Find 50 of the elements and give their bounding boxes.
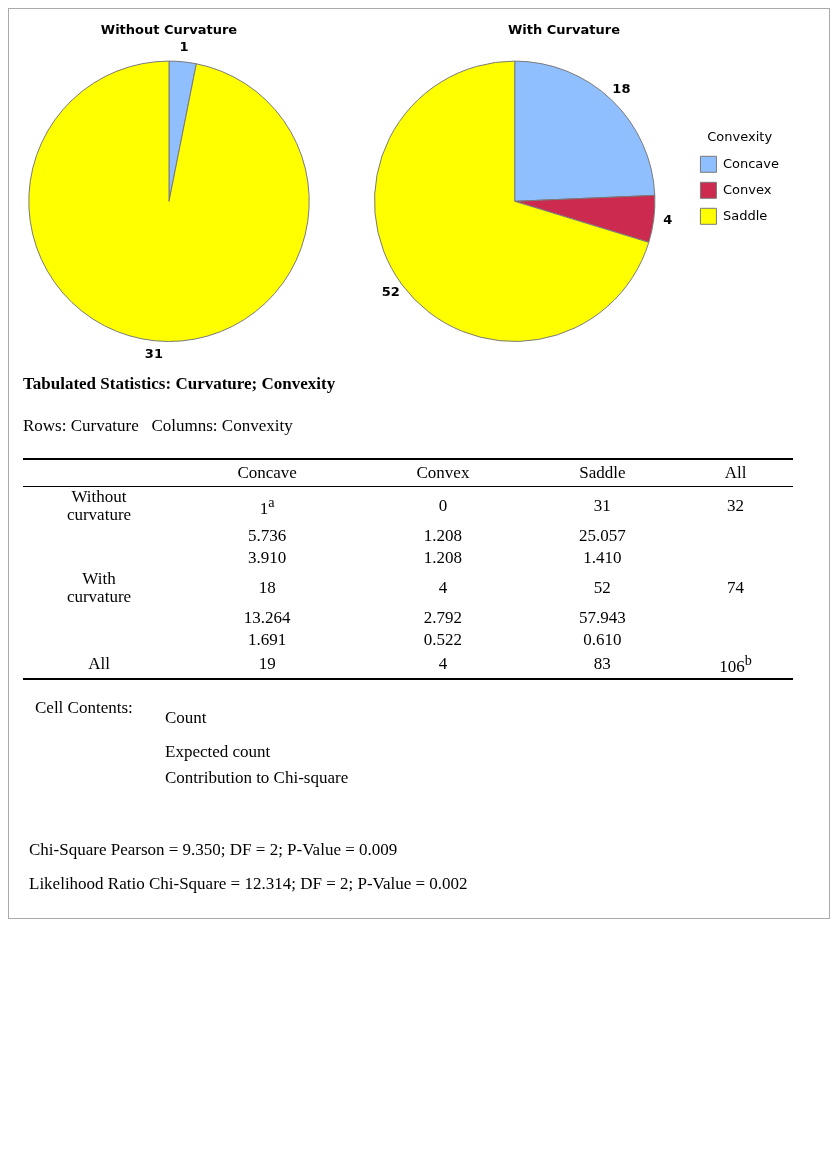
data-label: 1$^{a}$ [258,492,276,520]
x-tick-label: Concave [236,462,298,484]
x-tick-label: Convex [415,462,471,484]
data-label: 74 [726,577,745,599]
data-label: 3.910 [247,547,288,569]
text: Likelihood Ratio Chi-Square = 12.314; DF = 2; P-Value = 0.002 [29,873,469,894]
x-tick-label: All [723,462,748,484]
data-label: 31 [592,495,612,517]
data-label: 4 [359,651,527,679]
data-label: 25.057 [577,525,627,547]
chart-subtitle: Rows: Curvature Columns: Convexity [23,416,294,436]
data-label: 57.943 [577,607,627,629]
data-label: 1 [179,39,189,55]
data-label: 5.736 [247,525,288,547]
chart-title: Without Curvature [100,22,238,38]
data-label: 52 [592,577,612,599]
text: Count [165,707,208,728]
data-label: 106$^{b}$ [678,651,793,679]
legend-label: Concave [722,155,779,171]
data-label: 0.522 [422,629,464,651]
y-tick-label: Without curvature [65,487,133,524]
data-label: 19 [175,651,360,679]
chart-title: Tabulated Statistics: Curvature; Convexity [23,374,337,394]
legend-label: Saddle [722,207,768,223]
data-label: 1.691 [247,629,288,651]
data-label: 1.410 [582,547,623,569]
data-label: 83 [526,651,679,679]
legend-title: Convexity [707,128,773,144]
data-label: 4 [437,577,449,599]
data-label: 32 [726,495,745,517]
data-label: 18 [612,81,631,97]
data-label: 4 [663,212,673,228]
data-label: 18 [257,577,277,599]
x-tick-label: Saddle [578,462,627,484]
data-label: 13.264 [242,607,292,629]
data-label: 52 [381,284,400,300]
chart-title: With Curvature [508,22,621,38]
data-label: 0.610 [582,629,623,651]
data-label: 1.208 [422,525,464,547]
y-tick-label: With curvature [65,569,133,606]
legend-label: Convex [722,181,772,197]
data-label: 31 [144,346,163,362]
text: Contribution to Chi-square [165,767,349,788]
data-label: 1.208 [422,547,464,569]
text: Chi-Square Pearson = 9.350; DF = 2; P-Value = 0.009 [29,839,399,860]
y-tick-label: All [87,654,111,674]
data-label: 2.792 [422,607,464,629]
text: Expected count [165,741,272,762]
text: Cell Contents: [35,697,134,719]
data-label: 0 [437,495,449,517]
